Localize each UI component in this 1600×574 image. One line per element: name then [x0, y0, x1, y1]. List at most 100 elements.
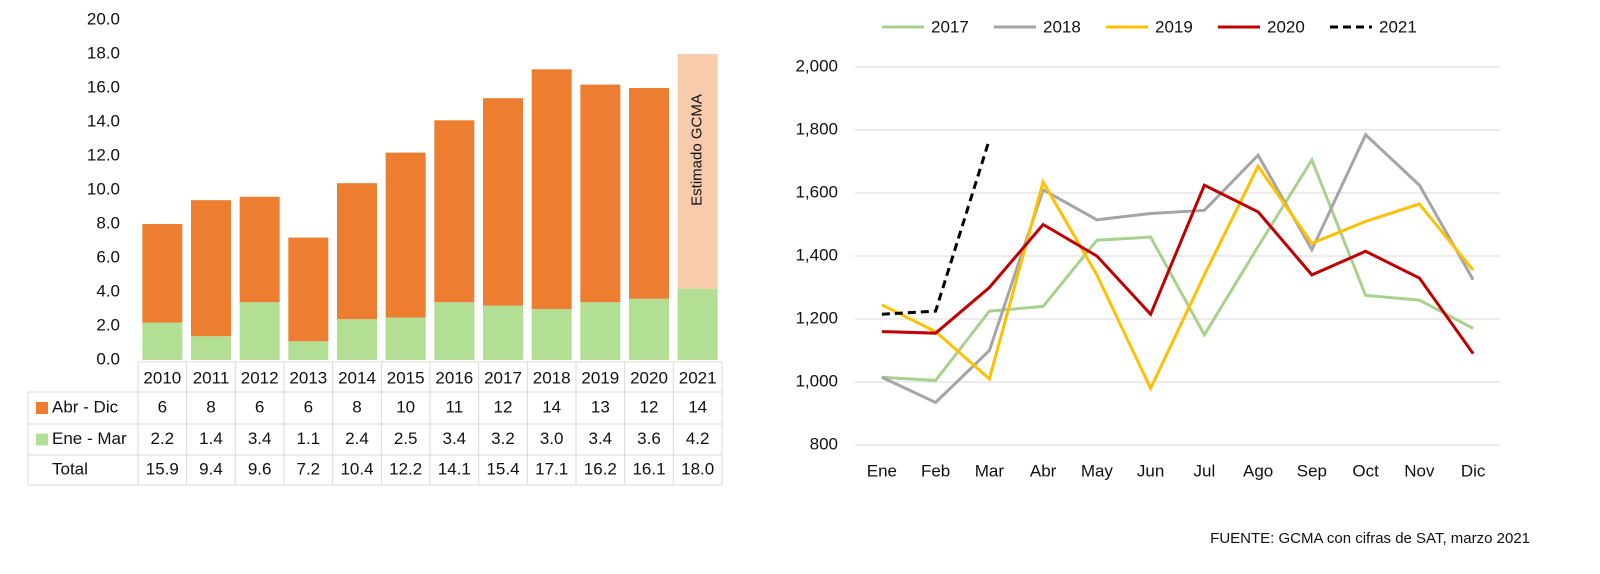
x-tick-label: Oct: [1352, 461, 1379, 480]
bar-segment: [191, 336, 231, 360]
x-tick-label: Mar: [975, 461, 1005, 480]
table-value: 9.6: [248, 459, 272, 478]
x-tick-label: 2018: [533, 368, 571, 387]
x-tick-label: Nov: [1404, 461, 1435, 480]
bar-segment: [239, 302, 280, 360]
table-value: 9.4: [199, 459, 223, 478]
x-tick-label: 2015: [387, 368, 425, 387]
x-tick-label: 2020: [630, 368, 668, 387]
bar-segment: [629, 298, 669, 360]
x-tick-label: Abr: [1030, 461, 1057, 480]
table-value: 2.2: [151, 429, 175, 448]
line-series: [881, 156, 1474, 382]
table-value: 15.4: [486, 459, 519, 478]
x-tick-label: 2021: [679, 368, 717, 387]
y-tick-label: 1,600: [795, 182, 838, 201]
x-tick-label: Jul: [1194, 461, 1216, 480]
bar-segment: [483, 98, 523, 306]
legend-label: Abr - Dic: [52, 397, 119, 416]
source: FUENTE: GCMA con cifras de SAT, marzo 20…: [1210, 530, 1530, 547]
y-tick-label: 800: [810, 434, 838, 453]
bar-segment: [677, 288, 718, 360]
table-value: 14.1: [438, 459, 471, 478]
y-tick-label: 1,800: [795, 119, 838, 138]
table-value: 6: [255, 397, 264, 416]
bar-segment: [677, 54, 718, 289]
bar-segment: [337, 183, 377, 320]
x-tick-label: Ene: [867, 461, 897, 480]
y-tick-label: 1,200: [795, 308, 838, 327]
table-value: 3.2: [491, 429, 515, 448]
legend-label: 2020: [1267, 17, 1305, 36]
legend-label: 2019: [1155, 17, 1193, 36]
y-tick-label: 1,400: [795, 245, 838, 264]
x-tick-label: 2012: [241, 368, 279, 387]
bar-segment: [142, 322, 183, 360]
table-value: 12.2: [389, 459, 422, 478]
y-tick-label: 14.0: [87, 111, 120, 130]
bar-segment: [580, 84, 621, 303]
y-tick-label: 12.0: [87, 145, 120, 164]
y-tick-label: 10.0: [87, 179, 120, 198]
table-value: 3.4: [248, 429, 272, 448]
x-tick-label: 2011: [193, 368, 230, 387]
bar-segment: [191, 200, 231, 337]
y-tick-label: 8.0: [96, 213, 120, 232]
y-tick-label: 4.0: [96, 281, 120, 300]
table-value: 12: [494, 397, 513, 416]
legend-label: 2021: [1379, 17, 1417, 36]
table-value: 17.1: [535, 459, 568, 478]
table-value: 11: [446, 397, 464, 416]
x-tick-label: Jun: [1137, 461, 1164, 480]
bar-segment: [239, 196, 280, 303]
table-value: 3.0: [540, 429, 564, 448]
x-tick-label: 2016: [435, 368, 473, 387]
y-tick-label: 0.0: [96, 349, 120, 368]
table-value: 8: [352, 397, 361, 416]
x-tick-label: Feb: [921, 461, 950, 480]
y-tick-label: 18.0: [87, 43, 120, 62]
bar-segment: [434, 302, 475, 360]
y-tick-label: 2.0: [96, 315, 120, 334]
table-value: 2.4: [345, 429, 369, 448]
x-tick-label: Sep: [1297, 461, 1327, 480]
x-tick-label: 2010: [143, 368, 181, 387]
bar-segment: [531, 69, 572, 309]
line-series: [881, 163, 1475, 392]
bar-segment: [580, 302, 621, 360]
x-tick-label: 2019: [581, 368, 619, 387]
table-value: 1.1: [297, 429, 321, 448]
line-series: [881, 132, 1475, 405]
table-value: 16.1: [632, 459, 665, 478]
bar-segment: [337, 319, 377, 360]
x-tick-label: May: [1081, 461, 1114, 480]
table-value: 6: [158, 397, 167, 416]
line-series: [881, 183, 1475, 355]
legend-swatch: [36, 402, 48, 414]
bar-segment: [531, 309, 572, 360]
x-tick-label: 2017: [484, 368, 522, 387]
table-value: 12: [640, 397, 659, 416]
table-value: 3.4: [589, 429, 613, 448]
bar-segment: [142, 224, 183, 323]
table-value: 3.6: [637, 429, 661, 448]
y-tick-label: 2,000: [795, 56, 838, 75]
table-value: 18.0: [681, 459, 714, 478]
x-tick-label: 2013: [289, 368, 327, 387]
bar-segment: [434, 120, 475, 303]
bar-segment: [483, 305, 523, 360]
x-tick-label: 2014: [338, 368, 376, 387]
table-value: 16.2: [584, 459, 617, 478]
table-value: 3.4: [443, 429, 467, 448]
y-tick-label: 16.0: [87, 77, 120, 96]
bar-segment: [629, 88, 669, 299]
table-value: 6: [304, 397, 313, 416]
x-tick-label: Ago: [1243, 461, 1273, 480]
y-tick-label: 6.0: [96, 247, 120, 266]
table-value: 13: [591, 397, 610, 416]
table-row-label: Total: [52, 459, 88, 478]
legend-label: 2018: [1043, 17, 1081, 36]
bar-segment: [385, 317, 426, 360]
table-value: 14: [688, 397, 707, 416]
